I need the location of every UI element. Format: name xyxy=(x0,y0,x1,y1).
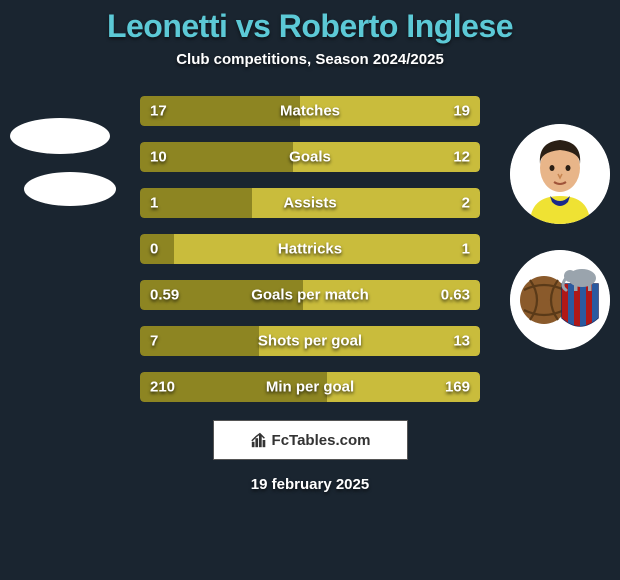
stat-category: Matches xyxy=(280,103,340,120)
stat-category: Shots per goal xyxy=(258,333,362,350)
stat-value-right: 13 xyxy=(453,333,470,350)
club-left-badge xyxy=(24,172,116,206)
stat-category: Goals per match xyxy=(251,287,369,304)
stat-row: 210 169 Min per goal xyxy=(140,372,480,402)
comparison-date: 19 february 2025 xyxy=(0,476,620,493)
stat-value-left: 7 xyxy=(150,333,158,350)
stat-category: Goals xyxy=(289,149,331,166)
stat-value-right: 19 xyxy=(453,103,470,120)
subtitle: Club competitions, Season 2024/2025 xyxy=(0,51,620,68)
stat-category: Min per goal xyxy=(266,379,354,396)
player-left-avatar xyxy=(10,118,110,154)
stat-row: 7 13 Shots per goal xyxy=(140,326,480,356)
player-right-avatar xyxy=(510,124,610,224)
page-title: Leonetti vs Roberto Inglese xyxy=(0,8,620,45)
stat-category: Hattricks xyxy=(278,241,342,258)
stat-row: 10 12 Goals xyxy=(140,142,480,172)
stat-value-right: 169 xyxy=(445,379,470,396)
stat-value-right: 12 xyxy=(453,149,470,166)
stat-category: Assists xyxy=(283,195,336,212)
stat-value-right: 2 xyxy=(462,195,470,212)
comparison-card: Leonetti vs Roberto Inglese Club competi… xyxy=(0,0,620,580)
stat-value-left: 210 xyxy=(150,379,175,396)
stat-row: 0.59 0.63 Goals per match xyxy=(140,280,480,310)
stat-value-left: 0.59 xyxy=(150,287,179,304)
footer-attribution: FcTables.com xyxy=(213,420,408,460)
stat-value-right: 0.63 xyxy=(441,287,470,304)
stat-value-left: 10 xyxy=(150,149,167,166)
stat-row: 0 1 Hattricks xyxy=(140,234,480,264)
footer-site-text: FcTables.com xyxy=(272,432,371,449)
stat-value-left: 0 xyxy=(150,241,158,258)
player-right-portrait-icon xyxy=(510,124,610,224)
stat-row: 1 2 Assists xyxy=(140,188,480,218)
stat-row: 17 19 Matches xyxy=(140,96,480,126)
club-right-badge xyxy=(510,250,610,350)
stat-bars: 1719Matches1012Goals12Assists01Hattricks… xyxy=(140,96,480,402)
fctables-logo-icon xyxy=(250,431,268,449)
stat-value-left: 17 xyxy=(150,103,167,120)
stat-value-right: 1 xyxy=(462,241,470,258)
club-right-crest-icon xyxy=(510,250,610,350)
stat-value-left: 1 xyxy=(150,195,158,212)
